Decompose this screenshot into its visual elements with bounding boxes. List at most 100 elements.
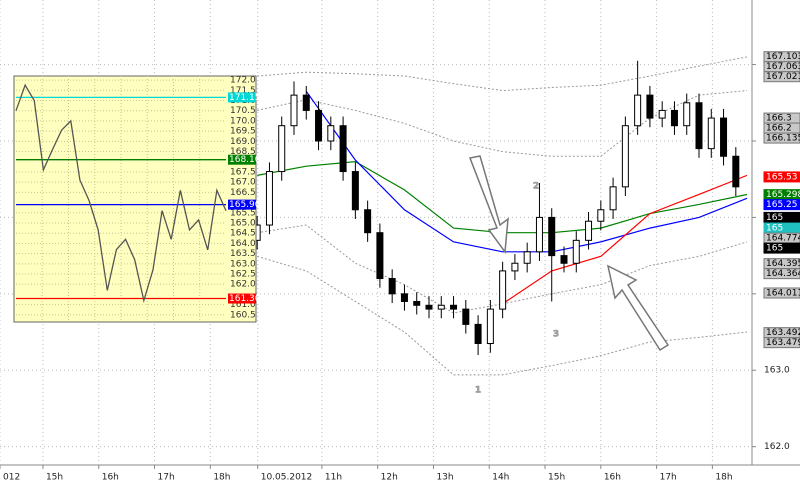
y-tick-label: 170.0	[230, 116, 256, 126]
x-tick-label: 11h	[325, 473, 342, 483]
price-label-box	[763, 242, 800, 254]
candle-body	[302, 94, 310, 111]
candle-body	[634, 94, 642, 127]
indicator-line	[257, 255, 748, 376]
x-tick-label: 15h	[46, 473, 63, 483]
candle-body	[523, 251, 531, 264]
candle-body	[400, 293, 408, 302]
annotation: 3	[553, 330, 559, 340]
candle-body	[486, 308, 494, 344]
candle-body	[315, 109, 323, 142]
y-tick-label: 160.5	[230, 310, 256, 320]
candle-body	[278, 125, 286, 173]
level-label: 171.152	[229, 93, 266, 103]
y-tick-label: 162.0	[764, 442, 790, 452]
candle-body	[364, 209, 372, 234]
candle-body	[560, 255, 568, 264]
price-label-box	[763, 171, 800, 183]
price-label-box	[763, 71, 800, 83]
price-label: 167.103	[766, 52, 800, 62]
candle-body	[732, 155, 740, 188]
inset-frame	[13, 75, 257, 323]
arrow	[468, 155, 509, 255]
x-tick-label: 18h	[213, 473, 230, 483]
y-tick-label: 169.0	[230, 137, 256, 147]
price-label: 165.53	[766, 172, 798, 182]
y-tick-label: 166.5	[230, 188, 256, 198]
level-label: 161.300	[229, 294, 266, 304]
y-tick-label: 162.0	[230, 280, 256, 290]
arrow	[606, 264, 670, 352]
candle-body	[462, 308, 470, 325]
candle-body	[720, 117, 728, 157]
y-tick-label: 163.0	[230, 259, 256, 269]
y-tick-label: 167.0	[230, 178, 256, 188]
candle-body	[585, 220, 593, 241]
candle-body	[572, 239, 580, 264]
candle-body	[707, 117, 715, 150]
y-tick-label: 164.0	[230, 239, 256, 249]
price-label: 164.774	[766, 234, 800, 244]
candle-body	[548, 216, 556, 257]
indicator-line	[257, 90, 748, 157]
x-tick-label: 18h	[715, 473, 732, 483]
candle-body	[511, 262, 519, 272]
candle-body	[265, 171, 273, 226]
candle-body	[413, 300, 421, 306]
candle-body	[327, 125, 335, 142]
level-label-box	[228, 293, 256, 304]
price-label: 164.011	[766, 288, 800, 298]
candle-body	[437, 304, 445, 310]
x-tick-label: 16h	[604, 473, 621, 483]
y-tick-label: 165.5	[230, 208, 256, 218]
indicator-line	[502, 174, 748, 305]
y-tick-label: 164.5	[230, 229, 256, 239]
price-label: 167.021	[766, 72, 800, 82]
candle-body	[474, 323, 482, 344]
candle-body	[499, 270, 507, 310]
candle-body	[670, 109, 678, 127]
x-tick-label: 14h	[492, 473, 509, 483]
y-tick-label: 167.5	[230, 167, 256, 177]
y-tick-label: 163.0	[764, 366, 790, 376]
y-tick-label: 169.5	[230, 127, 256, 137]
x-tick-label: 12h	[381, 473, 398, 483]
price-label: 164.395	[766, 259, 800, 269]
price-label: 165	[766, 224, 783, 234]
annotation: 1	[475, 386, 481, 396]
y-tick-label: 163.5	[230, 249, 256, 259]
price-label-box	[763, 268, 800, 280]
y-tick-label: 165.0	[230, 218, 256, 228]
y-tick-label: 170.5	[230, 106, 256, 116]
y-tick-label: 171.5	[230, 86, 256, 96]
level-label-box	[228, 199, 256, 210]
price-label: 166.2	[766, 124, 792, 134]
x-tick-label: 17h	[158, 473, 175, 483]
candle-body	[351, 171, 359, 211]
level-label-box	[228, 154, 256, 165]
inset-chart: 172.0171.5171.0170.5170.0169.5169.0168.5…	[13, 75, 266, 323]
price-label-box	[763, 337, 800, 349]
x-tick-label: 15h	[548, 473, 565, 483]
price-label: 167.063	[766, 62, 800, 72]
candle-body	[683, 102, 691, 127]
annotation: 2	[533, 182, 539, 192]
price-label-box	[763, 287, 800, 299]
candle-body	[450, 304, 458, 310]
price-label: 163.492	[766, 328, 800, 338]
price-label: 165	[766, 213, 783, 223]
candle-body	[376, 232, 384, 280]
candle-body	[646, 94, 654, 119]
level-label-box	[228, 92, 256, 103]
price-label: 166.3	[766, 114, 792, 124]
y-tick-label: 172.0	[230, 76, 256, 86]
price-label: 165.25	[766, 200, 798, 210]
price-label: 165.298	[766, 190, 800, 200]
candle-body	[621, 125, 629, 188]
level-label: 165.900	[229, 200, 266, 210]
x-tick-label: 13h	[436, 473, 453, 483]
price-label: 163.479	[766, 338, 800, 348]
price-label: 165	[766, 244, 783, 254]
price-label-box	[763, 132, 800, 144]
